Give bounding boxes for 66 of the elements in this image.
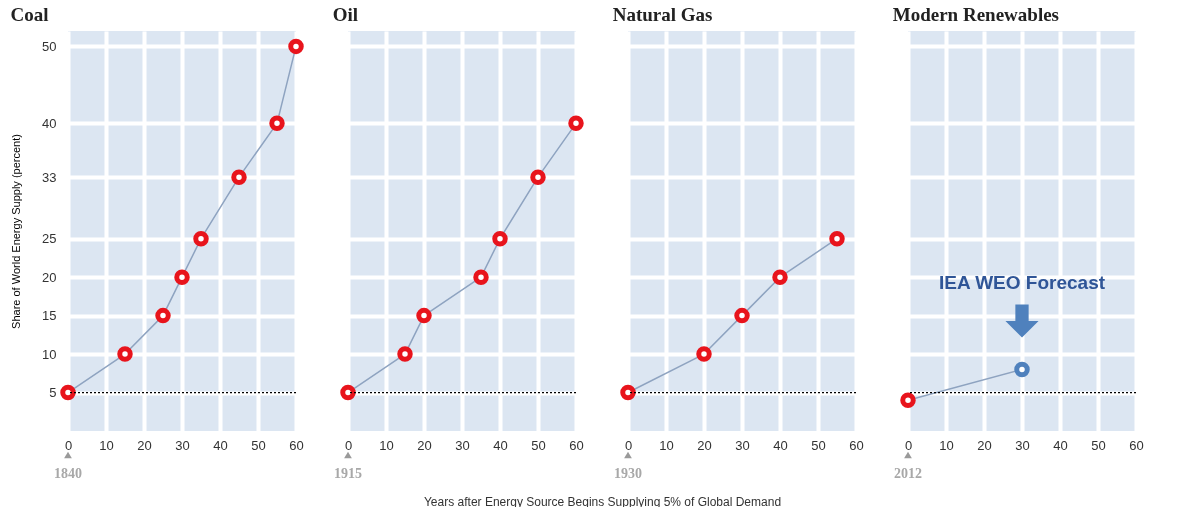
x-tick-label: 60 <box>289 437 304 453</box>
x-tick-label: 50 <box>251 437 266 453</box>
x-tick-label: 20 <box>137 437 152 453</box>
chart-title: Oil <box>332 4 359 25</box>
x-tick-label: 60 <box>1129 437 1144 453</box>
text: 1915 <box>334 466 362 481</box>
y-tick-label: 20 <box>42 269 57 285</box>
x-tick-label: 0 <box>344 437 353 453</box>
point <box>155 307 171 324</box>
x-tick-label: 40 <box>493 437 508 453</box>
annotation: IEA WEO Forecast <box>938 272 1106 293</box>
x-tick-label: 50 <box>1091 437 1106 453</box>
x-tick-label: 0 <box>64 437 73 453</box>
point <box>174 269 190 285</box>
point <box>193 230 209 247</box>
x-tick-label: 10 <box>99 437 114 453</box>
x-tick-label: 20 <box>977 437 992 453</box>
text: 1930 <box>614 466 642 481</box>
point <box>829 230 845 247</box>
y-tick-label: 15 <box>42 308 57 324</box>
y-tick-label: 33 <box>42 169 57 185</box>
point <box>340 384 356 401</box>
point <box>288 38 304 55</box>
point <box>492 230 508 247</box>
x-tick-label: 10 <box>379 437 394 453</box>
chart-title: Natural Gas <box>612 4 713 25</box>
y-tick-label: 40 <box>42 115 57 131</box>
x-tick-label: 20 <box>417 437 432 453</box>
x-tick-label: 40 <box>1053 437 1068 453</box>
x-tick-label: 60 <box>849 437 864 453</box>
point <box>117 346 133 362</box>
point <box>397 346 413 362</box>
x-tick-label: 60 <box>569 437 584 453</box>
x-tick-label: 30 <box>175 437 190 453</box>
point <box>734 307 750 324</box>
text: 2012 <box>894 466 922 481</box>
text: 1840 <box>54 466 82 481</box>
point <box>269 115 285 132</box>
chart-title: Modern Renewables <box>892 4 1059 25</box>
y-tick-label: 5 <box>49 385 57 401</box>
x-tick-label: 40 <box>773 437 788 453</box>
x-tick-label: 20 <box>697 437 712 453</box>
x-tick-label: 0 <box>904 437 913 453</box>
x-tick-label: 50 <box>811 437 826 453</box>
y-tick-label: 10 <box>42 346 57 362</box>
point <box>530 169 546 185</box>
point <box>620 384 636 401</box>
y-tick-label: 50 <box>42 38 57 54</box>
x-tick-label: 30 <box>1015 437 1030 453</box>
point <box>231 169 247 185</box>
x-tick-label: 30 <box>735 437 750 453</box>
x-tick-label: 10 <box>939 437 954 453</box>
chart-title: Coal <box>10 4 49 25</box>
x-tick-label: 50 <box>531 437 546 453</box>
point <box>772 269 788 285</box>
point <box>696 346 712 362</box>
point <box>60 384 76 401</box>
point <box>473 269 489 285</box>
x-tick-label: 10 <box>659 437 674 453</box>
y-tick-label: 25 <box>42 231 57 247</box>
point <box>416 307 432 324</box>
x-tick-label: 0 <box>624 437 633 453</box>
x-tick-label: 30 <box>455 437 470 453</box>
y-axis-title: Share of World Energy Supply (percent) <box>10 134 23 329</box>
x-tick-label: 40 <box>213 437 228 453</box>
point <box>568 115 584 132</box>
